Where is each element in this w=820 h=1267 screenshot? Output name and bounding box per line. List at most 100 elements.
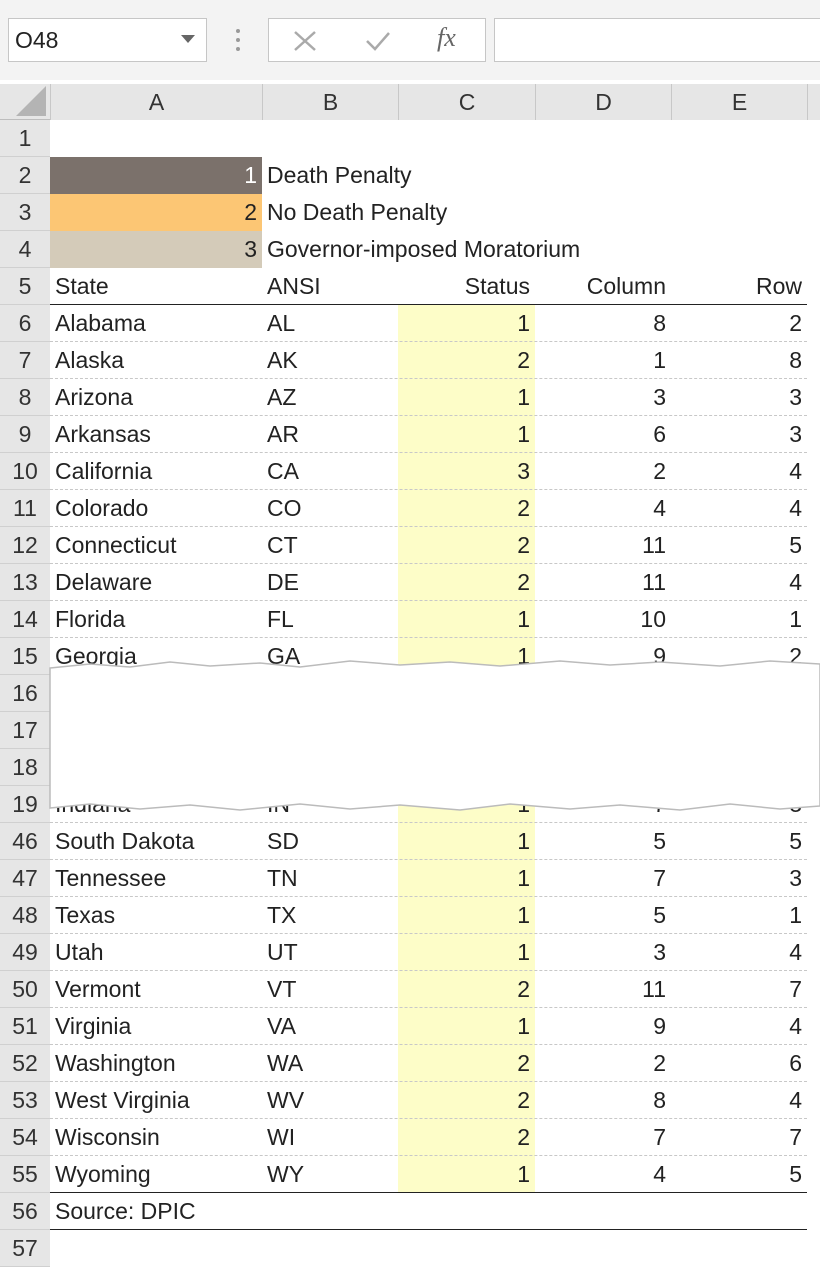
ansi-code: WA	[267, 1050, 304, 1076]
row-header: 7	[0, 342, 50, 379]
numeric-cell: 7	[789, 1124, 802, 1150]
row-header: 11	[0, 490, 50, 527]
numeric-cell: 4	[789, 569, 802, 595]
status-fill	[398, 379, 535, 416]
legend-swatch: 2	[50, 194, 262, 231]
ansi-code: WI	[267, 1124, 296, 1150]
row-header: 4	[0, 231, 50, 268]
row-header: 10	[0, 453, 50, 490]
state-name: California	[55, 458, 153, 484]
status-fill	[398, 934, 535, 971]
status-fill	[398, 416, 535, 453]
numeric-cell: 4	[789, 458, 802, 484]
numeric-cell: 1	[789, 606, 802, 632]
numeric-cell: 2	[517, 1087, 530, 1113]
column-header: C	[398, 84, 535, 120]
numeric-cell: 4	[789, 939, 802, 965]
numeric-cell: 5	[789, 532, 802, 558]
column-header: B	[262, 84, 398, 120]
numeric-cell: 1	[517, 606, 530, 632]
numeric-cell: 1	[517, 643, 530, 669]
numeric-cell: 2	[517, 569, 530, 595]
ansi-code: AZ	[267, 384, 297, 410]
state-name: Tennessee	[55, 865, 167, 891]
status-fill	[398, 601, 535, 638]
row-header: 8	[0, 379, 50, 416]
numeric-cell: 2	[517, 495, 530, 521]
numeric-cell: 1	[653, 347, 666, 373]
numeric-cell: 1	[517, 1013, 530, 1039]
ansi-code: VA	[267, 1013, 296, 1039]
numeric-cell: 8	[653, 310, 666, 336]
status-fill	[398, 342, 535, 379]
row-divider	[50, 378, 807, 379]
ansi-code: AK	[267, 347, 298, 373]
status-fill	[398, 1119, 535, 1156]
row-divider	[50, 822, 807, 823]
state-name: Arizona	[55, 384, 133, 410]
row-header: 15	[0, 638, 50, 675]
ansi-code: WY	[267, 1161, 305, 1187]
column-header: A	[50, 84, 262, 120]
status-fill	[398, 305, 535, 342]
state-name: South Dakota	[55, 828, 195, 854]
state-name: Connecticut	[55, 532, 177, 558]
row-divider	[50, 452, 807, 453]
row-header: 49	[0, 934, 50, 971]
row-header: 53	[0, 1082, 50, 1119]
source-note: Source: DPIC	[55, 1198, 196, 1224]
cancel-button[interactable]	[293, 30, 317, 52]
numeric-cell: 4	[653, 495, 666, 521]
numeric-cell: 6	[653, 421, 666, 447]
state-name: Wisconsin	[55, 1124, 160, 1150]
numeric-cell: 4	[789, 1013, 802, 1039]
row-divider	[50, 896, 807, 897]
state-name: Florida	[55, 606, 126, 632]
status-fill	[398, 1045, 535, 1082]
formula-input[interactable]	[494, 18, 820, 62]
column-header	[807, 84, 820, 120]
numeric-cell: 1	[517, 939, 530, 965]
row-header: 54	[0, 1119, 50, 1156]
table-header: Status	[464, 273, 530, 299]
insert-function-button[interactable]: fx	[437, 23, 456, 52]
state-name: Utah	[55, 939, 104, 965]
row-header: 51	[0, 1008, 50, 1045]
row-header: 5	[0, 268, 50, 305]
status-fill	[398, 453, 535, 490]
numeric-cell: 1	[789, 902, 802, 928]
legend-label: Governor-imposed Moratorium	[267, 236, 581, 262]
numeric-cell: 2	[653, 1050, 666, 1076]
row-header: 46	[0, 823, 50, 860]
ansi-code: AL	[267, 310, 296, 336]
column-header: E	[671, 84, 807, 120]
numeric-cell: 2	[517, 347, 530, 373]
dropdown-arrow[interactable]	[181, 35, 195, 45]
row-divider	[50, 1118, 807, 1119]
legend-swatch: 1	[50, 157, 262, 194]
enter-button[interactable]	[365, 30, 391, 52]
ansi-code: CO	[267, 495, 302, 521]
formula-buttons: fx	[268, 18, 486, 62]
status-fill	[398, 490, 535, 527]
row-header: 48	[0, 897, 50, 934]
numeric-cell: 2	[517, 1124, 530, 1150]
state-name: Washington	[55, 1050, 176, 1076]
name-box-text: O48	[15, 27, 59, 53]
ansi-code: FL	[267, 606, 294, 632]
status-fill	[398, 897, 535, 934]
numeric-cell: 2	[517, 1050, 530, 1076]
row-header: 3	[0, 194, 50, 231]
ansi-code: WV	[267, 1087, 305, 1113]
state-name: Alaska	[55, 347, 125, 373]
row-header: 12	[0, 527, 50, 564]
row-divider	[50, 933, 807, 934]
numeric-cell: 3	[789, 421, 802, 447]
row-divider	[50, 1081, 807, 1082]
row-header: 47	[0, 860, 50, 897]
name-box[interactable]: O48	[8, 18, 207, 62]
numeric-cell: 1	[517, 828, 530, 854]
row-divider	[50, 637, 807, 638]
